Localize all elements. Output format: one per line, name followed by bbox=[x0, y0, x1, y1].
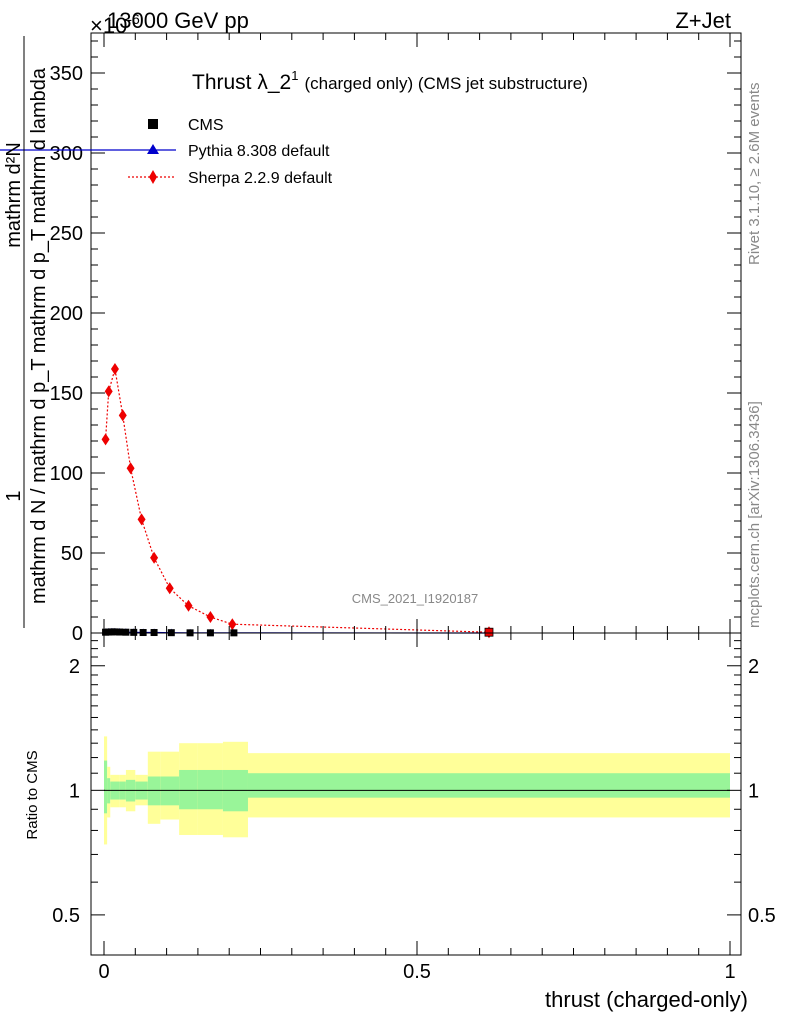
legend-pythia-marker bbox=[147, 144, 159, 154]
ratio-band-inner bbox=[179, 769, 198, 810]
sherpa-point bbox=[101, 433, 110, 446]
pythia-series bbox=[102, 627, 493, 635]
legend-sherpa-marker bbox=[149, 170, 157, 184]
top-y-tick-label: 0 bbox=[72, 623, 83, 645]
top-y-tick-label: 250 bbox=[50, 223, 83, 245]
ratio-y-axis-label: Ratio to CMS bbox=[24, 750, 41, 839]
exponent-label: ×10-6 bbox=[90, 11, 140, 38]
sherpa-point bbox=[118, 409, 127, 422]
energy-label: 13000 GeV pp bbox=[107, 8, 249, 33]
x-axis-label: thrust (charged-only) bbox=[545, 987, 748, 1012]
top-y-ticks: 0 50 100 150 200 250 300 350 bbox=[50, 40, 741, 645]
legend: CMS Pythia 8.308 default Sherpa 2.2.9 de… bbox=[0, 117, 333, 187]
rivet-label: Rivet 3.1.10, ≥ 2.6M events bbox=[746, 83, 763, 266]
ratio-band-inner bbox=[247, 773, 731, 798]
x-ticks: 0 0.5 1 bbox=[98, 33, 736, 983]
ratio-y-tick-label: 0.5 bbox=[52, 905, 80, 927]
ratio-band-inner bbox=[160, 776, 180, 806]
sherpa-series bbox=[101, 363, 493, 639]
x-tick-label: 0 bbox=[98, 961, 109, 983]
title-suffix: (charged only) (CMS jet substructure) bbox=[304, 74, 587, 93]
legend-cms-label: CMS bbox=[188, 117, 224, 134]
x-tick-label: 1 bbox=[724, 961, 735, 983]
ratio-y-ticks: 0.5 0.5 1 1 2 2 bbox=[52, 640, 776, 927]
title-main: Thrust λ_2 bbox=[192, 71, 291, 94]
ratio-y-tick-label: 2 bbox=[69, 656, 80, 678]
ratio-y-tick-label: 1 bbox=[69, 780, 80, 802]
ylabel-one: 1 bbox=[3, 490, 25, 501]
title-superscript: 1 bbox=[291, 68, 298, 83]
process-label: Z+Jet bbox=[675, 8, 731, 33]
ratio-panel-frame bbox=[90, 632, 742, 956]
analysis-watermark: CMS_2021_I1920187 bbox=[352, 591, 479, 606]
sherpa-point bbox=[165, 582, 174, 595]
ratio-band-inner bbox=[104, 760, 108, 814]
sherpa-point bbox=[206, 611, 215, 623]
sherpa-point bbox=[137, 513, 146, 526]
cms-point bbox=[122, 628, 130, 636]
sherpa-line bbox=[104, 368, 490, 633]
top-y-tick-label: 150 bbox=[50, 383, 83, 405]
ratio-y-tick-label-right: 2 bbox=[748, 656, 759, 678]
top-y-axis-label: mathrm d²N 1 mathrm d N / mathrm d p_T m… bbox=[3, 36, 50, 628]
legend-pythia-label: Pythia 8.308 default bbox=[188, 143, 330, 160]
top-y-tick-label: 200 bbox=[50, 303, 83, 325]
cms-point bbox=[130, 628, 138, 636]
ratio-y-tick-label-right: 0.5 bbox=[748, 905, 776, 927]
mcplots-label: mcplots.cern.ch [arXiv:1306.3436] bbox=[746, 401, 763, 628]
x-tick-label: 0.5 bbox=[403, 961, 431, 983]
sherpa-point bbox=[228, 618, 237, 631]
ylabel-denominator: mathrm d N / mathrm d p_T mathrm d p_T m… bbox=[28, 67, 50, 604]
legend-sherpa-label: Sherpa 2.2.9 default bbox=[188, 170, 333, 187]
cms-point bbox=[111, 628, 119, 636]
ratio-bands bbox=[104, 736, 731, 845]
legend-cms-marker bbox=[148, 119, 158, 129]
top-y-tick-label: 300 bbox=[50, 143, 83, 165]
sherpa-point bbox=[126, 462, 135, 475]
top-y-tick-label: 50 bbox=[61, 543, 83, 565]
top-y-tick-label: 350 bbox=[50, 63, 83, 85]
sherpa-point bbox=[184, 599, 193, 612]
cms-point bbox=[116, 628, 124, 636]
ratio-band-inner bbox=[197, 769, 223, 810]
ylabel-numerator: mathrm d²N bbox=[3, 142, 25, 248]
top-y-tick-label: 100 bbox=[50, 463, 83, 485]
ratio-y-tick-label-right: 1 bbox=[748, 780, 759, 802]
sherpa-point bbox=[150, 551, 159, 564]
plot-title: Thrust λ_21 (charged only) (CMS jet subst… bbox=[192, 68, 588, 94]
sherpa-point bbox=[110, 363, 119, 375]
ratio-band-inner bbox=[147, 776, 161, 806]
cms-point-last bbox=[484, 627, 494, 637]
sherpa-point bbox=[104, 385, 113, 398]
